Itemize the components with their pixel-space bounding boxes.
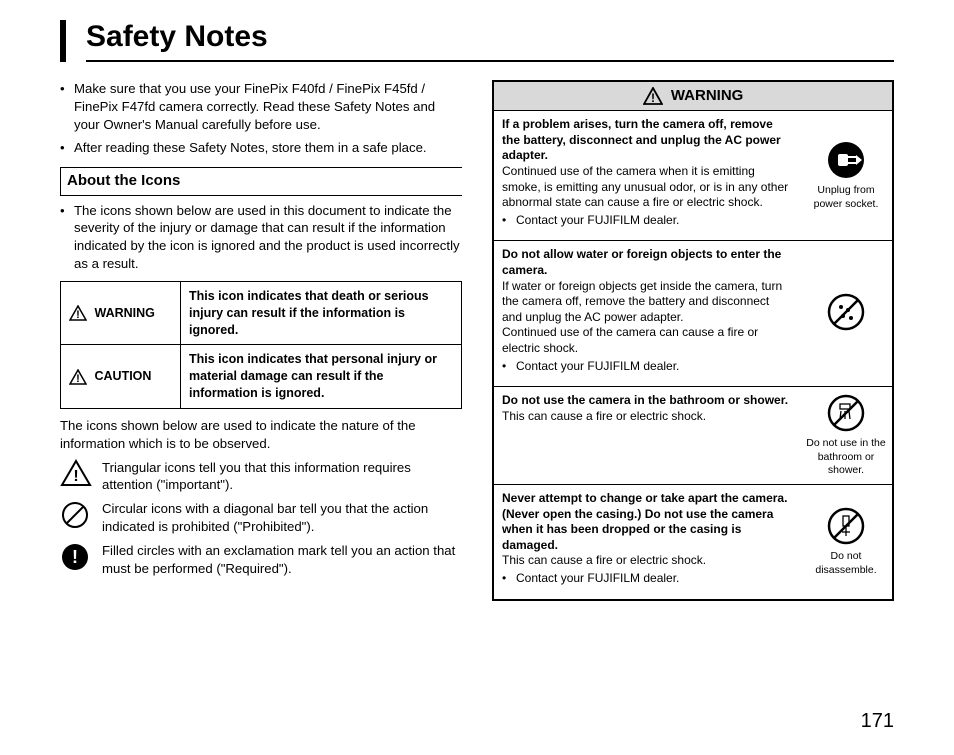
warning-icon-cell: Unplug from power socket. bbox=[800, 111, 892, 240]
svg-text:!: ! bbox=[72, 547, 78, 567]
prohibited-circle-icon bbox=[60, 500, 92, 530]
warning-triangle-icon: ! bbox=[69, 305, 87, 321]
important-triangle-icon: ! bbox=[60, 459, 92, 487]
intro-bullet: • Make sure that you use your FinePix F4… bbox=[60, 80, 462, 133]
page-number: 171 bbox=[861, 710, 894, 733]
icon-explain-row: ! Filled circles with an exclamation mar… bbox=[60, 542, 462, 578]
svg-text:!: ! bbox=[76, 309, 80, 321]
intro-text: After reading these Safety Notes, store … bbox=[74, 139, 427, 157]
svg-text:!: ! bbox=[73, 468, 78, 485]
icon-explain-row: ! Triangular icons tell you that this in… bbox=[60, 459, 462, 495]
icon-explain-text: Filled circles with an exclamation mark … bbox=[102, 542, 462, 578]
warning-text: Do not use the camera in the bathroom or… bbox=[494, 387, 800, 484]
warning-triangle-icon: ! bbox=[643, 87, 663, 105]
svg-text:!: ! bbox=[76, 373, 80, 385]
warning-desc: This icon indicates that death or seriou… bbox=[181, 281, 462, 345]
icons-nature-intro: The icons shown below are used to indica… bbox=[60, 417, 462, 453]
table-row: ! WARNING This icon indicates that death… bbox=[61, 281, 462, 345]
caution-triangle-icon: ! bbox=[69, 369, 87, 385]
warning-icon-label: Do not disassemble. bbox=[804, 550, 888, 577]
warning-row: Do not use the camera in the bathroom or… bbox=[494, 387, 892, 485]
caution-label-cell: ! CAUTION bbox=[61, 345, 181, 409]
warning-row: If a problem arises, turn the camera off… bbox=[494, 111, 892, 241]
icon-explain-row: Circular icons with a diagonal bar tell … bbox=[60, 500, 462, 536]
required-circle-icon: ! bbox=[60, 542, 92, 572]
warning-label-cell: ! WARNING bbox=[61, 281, 181, 345]
right-column: ! WARNING If a problem arises, turn the … bbox=[492, 80, 894, 601]
warning-bold: Do not allow water or foreign objects to… bbox=[502, 247, 781, 277]
warning-box: ! WARNING If a problem arises, turn the … bbox=[492, 80, 894, 601]
about-icons-heading: About the Icons bbox=[60, 167, 462, 195]
left-column: • Make sure that you use your FinePix F4… bbox=[60, 80, 462, 601]
warning-bullet: Contact your FUJIFILM dealer. bbox=[516, 213, 679, 229]
bullet-dot: • bbox=[60, 202, 74, 273]
warning-icon-label: Do not use in the bathroom or shower. bbox=[804, 437, 888, 478]
svg-text:!: ! bbox=[651, 91, 655, 105]
warning-row: Do not allow water or foreign objects to… bbox=[494, 241, 892, 387]
warning-bullet: Contact your FUJIFILM dealer. bbox=[516, 359, 679, 375]
warning-body: Continued use of the camera when it is e… bbox=[502, 164, 788, 209]
warning-body: This can cause a fire or electric shock. bbox=[502, 409, 706, 423]
warning-text: Do not allow water or foreign objects to… bbox=[494, 241, 800, 386]
page-title: Safety Notes bbox=[86, 20, 894, 62]
intro-text: Make sure that you use your FinePix F40f… bbox=[74, 80, 462, 133]
warning-icon-label: Unplug from power socket. bbox=[804, 184, 888, 211]
warning-icon-cell bbox=[800, 241, 892, 386]
warning-row: Never attempt to change or take apart th… bbox=[494, 485, 892, 599]
icon-explain-text: Triangular icons tell you that this info… bbox=[102, 459, 462, 495]
warning-bullet: Contact your FUJIFILM dealer. bbox=[516, 571, 679, 587]
unplug-icon bbox=[826, 140, 866, 180]
icon-severity-table: ! WARNING This icon indicates that death… bbox=[60, 281, 462, 409]
bullet-dot: • bbox=[60, 139, 74, 157]
prohibit-shower-icon bbox=[826, 393, 866, 433]
intro-bullet: • After reading these Safety Notes, stor… bbox=[60, 139, 462, 157]
about-icons-intro: The icons shown below are used in this d… bbox=[74, 202, 462, 273]
warning-body: If water or foreign objects get inside t… bbox=[502, 279, 782, 355]
caution-desc: This icon indicates that personal injury… bbox=[181, 345, 462, 409]
prohibit-disassemble-icon bbox=[826, 506, 866, 546]
warning-label: WARNING bbox=[94, 306, 154, 320]
content-columns: • Make sure that you use your FinePix F4… bbox=[60, 80, 894, 601]
bullet-dot: • bbox=[60, 80, 74, 133]
table-row: ! CAUTION This icon indicates that perso… bbox=[61, 345, 462, 409]
warning-body: This can cause a fire or electric shock. bbox=[502, 553, 706, 567]
warning-heading-text: WARNING bbox=[671, 87, 744, 104]
caution-label: CAUTION bbox=[94, 369, 151, 383]
warning-box-header: ! WARNING bbox=[494, 82, 892, 111]
title-bar: Safety Notes bbox=[60, 20, 894, 62]
warning-bold: If a problem arises, turn the camera off… bbox=[502, 117, 781, 162]
warning-text: If a problem arises, turn the camera off… bbox=[494, 111, 800, 240]
about-icons-intro-row: • The icons shown below are used in this… bbox=[60, 202, 462, 273]
icon-explain-text: Circular icons with a diagonal bar tell … bbox=[102, 500, 462, 536]
warning-bold: Never attempt to change or take apart th… bbox=[502, 491, 787, 552]
prohibit-water-icon bbox=[826, 292, 866, 332]
warning-icon-cell: Do not disassemble. bbox=[800, 485, 892, 599]
warning-icon-cell: Do not use in the bathroom or shower. bbox=[800, 387, 892, 484]
warning-text: Never attempt to change or take apart th… bbox=[494, 485, 800, 599]
warning-bold: Do not use the camera in the bathroom or… bbox=[502, 393, 788, 407]
